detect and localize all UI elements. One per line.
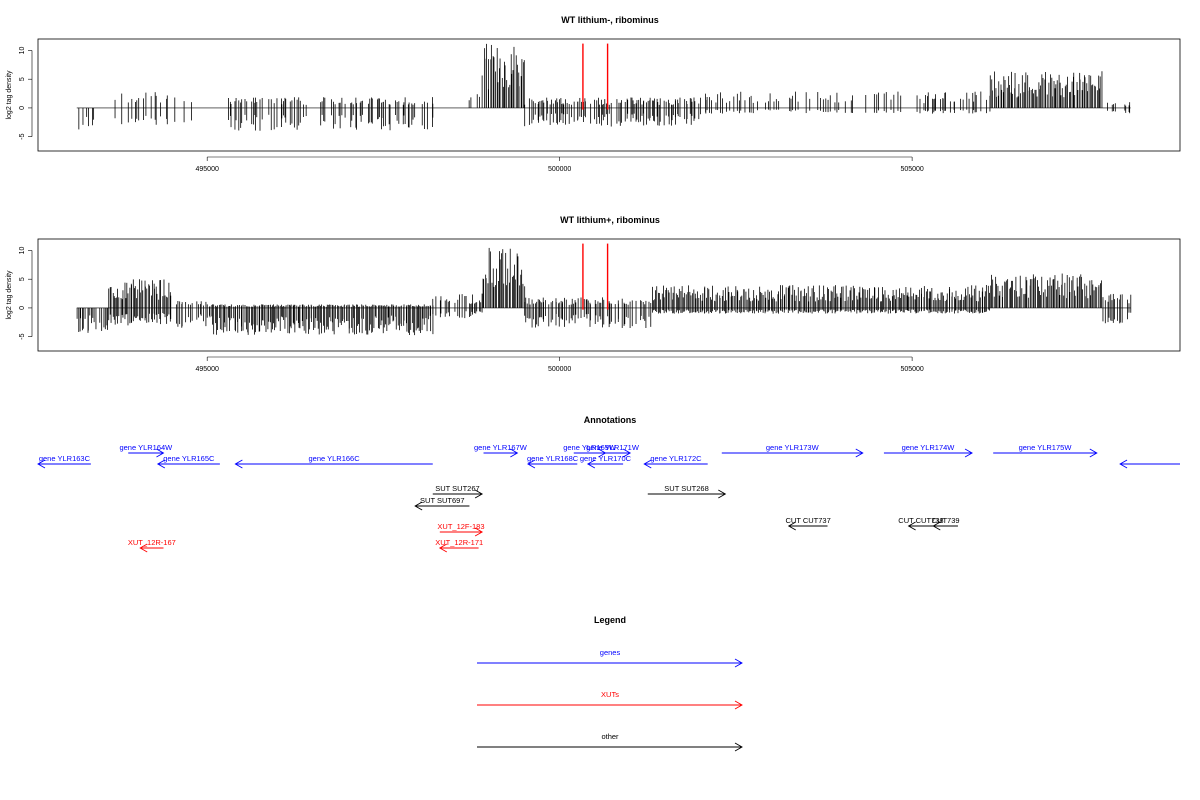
- feature-label: gene YLR170C: [580, 454, 632, 463]
- track-panel-lithium-minus: WT lithium-, ribominus log2 tag density …: [6, 15, 1181, 173]
- feature-arrow: [907, 521, 934, 531]
- feature-label: CUT739: [932, 516, 960, 525]
- position-markers: [582, 243, 609, 310]
- y-axis: -5 0 5 10: [19, 246, 33, 340]
- feature-label: CUT CUT738: [898, 516, 943, 525]
- feature-arrow: [586, 459, 624, 469]
- plot-frame: [37, 238, 1181, 352]
- feature-arrow: [156, 459, 220, 469]
- y-tick-label: 0: [19, 106, 26, 110]
- x-tick-label: 505000: [900, 166, 923, 173]
- annotations-title: Annotations: [584, 415, 637, 425]
- feature-arrow: [432, 489, 484, 499]
- feature-arrow: [439, 527, 484, 537]
- x-axis: 495000 500000 505000: [196, 156, 924, 173]
- legend-arrow: [477, 742, 743, 752]
- feature-arrow: [414, 501, 470, 511]
- feature-arrow: [647, 489, 727, 499]
- feature-arrow: [993, 448, 1098, 458]
- legend-arrow: [477, 700, 743, 710]
- feature-label: gene YLR173W: [766, 443, 820, 452]
- feature-label: gene YLR166C: [308, 454, 360, 463]
- feature-label: XUT_12F-183: [437, 522, 484, 531]
- signal-bars: [76, 43, 1131, 131]
- feature-arrow: [787, 521, 828, 531]
- x-axis: 495000 500000 505000: [196, 356, 924, 373]
- feature-arrow: [932, 521, 958, 531]
- legend-label: other: [601, 732, 619, 741]
- feature-label: gene YLR169W: [563, 443, 617, 452]
- feature-label: gene YLR163C: [39, 454, 91, 463]
- feature-label: gene YLR171W: [586, 443, 640, 452]
- feature-arrow: [139, 543, 164, 553]
- legend-label: XUTs: [601, 690, 619, 699]
- y-axis-label: log2 tag density: [6, 70, 13, 120]
- y-tick-label: 5: [19, 277, 26, 281]
- legend-title: Legend: [594, 615, 626, 625]
- feature-arrow: [128, 448, 165, 458]
- feature-arrow: [483, 448, 519, 458]
- y-tick-label: -5: [19, 133, 26, 139]
- feature-label: SUT SUT268: [664, 484, 708, 493]
- y-tick-label: -5: [19, 333, 26, 339]
- x-tick-label: 500000: [548, 166, 571, 173]
- y-axis: -5 0 5 10: [19, 46, 33, 140]
- track-panel-lithium-plus: WT lithium+, ribominus log2 tag density …: [6, 215, 1181, 373]
- x-tick-label: 505000: [900, 366, 923, 373]
- annotation-features: gene YLR163C gene YLR164W gene YLR165C gene…: [37, 443, 1180, 553]
- feature-label: SUT SUT267: [435, 484, 479, 493]
- feature-arrow: [643, 459, 708, 469]
- feature-label: gene YLR174W: [902, 443, 956, 452]
- position-markers: [582, 43, 609, 110]
- feature-label: gene YLR172C: [650, 454, 702, 463]
- legend-label: genes: [600, 648, 621, 657]
- legend-arrow: [477, 658, 743, 668]
- x-tick-label: 495000: [196, 166, 219, 173]
- feature-arrow: [438, 543, 479, 553]
- plot-frame: [37, 38, 1181, 152]
- feature-label: gene YLR175W: [1019, 443, 1073, 452]
- feature-label: CUT CUT737: [785, 516, 830, 525]
- legend: Legend genes XUTs other: [477, 615, 743, 752]
- feature-arrow: [1119, 459, 1180, 469]
- legend-items: genes XUTs other: [477, 648, 743, 752]
- feature-arrow: [721, 448, 864, 458]
- feature-label: SUT SUT697: [420, 496, 464, 505]
- y-tick-label: 0: [19, 306, 26, 310]
- y-tick-label: 5: [19, 77, 26, 81]
- y-axis-label: log2 tag density: [6, 270, 13, 320]
- feature-label: XUT_12R-171: [435, 538, 483, 547]
- feature-arrow: [37, 459, 91, 469]
- x-tick-label: 500000: [548, 366, 571, 373]
- x-tick-label: 495000: [196, 366, 219, 373]
- feature-arrow: [234, 459, 433, 469]
- feature-label: gene YLR167W: [474, 443, 528, 452]
- signal-bars: [76, 247, 1132, 336]
- panel-title: WT lithium-, ribominus: [561, 15, 659, 25]
- feature-label: gene YLR164W: [119, 443, 173, 452]
- feature-arrow: [594, 448, 632, 458]
- y-tick-label: 10: [19, 46, 26, 54]
- feature-arrow: [883, 448, 973, 458]
- feature-label: gene YLR168C: [527, 454, 579, 463]
- panel-title: WT lithium+, ribominus: [560, 215, 660, 225]
- feature-label: XUT_12R-167: [128, 538, 176, 547]
- feature-arrow: [527, 459, 578, 469]
- feature-label: gene YLR165C: [163, 454, 215, 463]
- y-tick-label: 10: [19, 246, 26, 254]
